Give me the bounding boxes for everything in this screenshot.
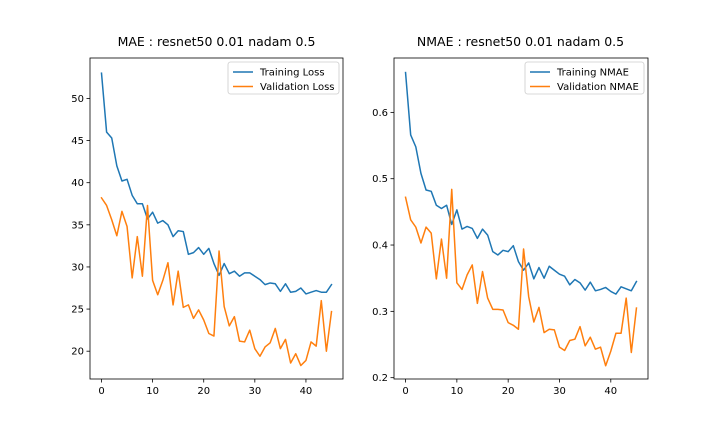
x-tick-label: 40 xyxy=(604,386,617,397)
chart-title: NMAE : resnet50 0.01 nadam 0.5 xyxy=(417,34,624,49)
axis-ticks: 0 10 20 30 40 20 25 30 35 40 45 50 xyxy=(71,94,312,397)
y-tick-label: 30 xyxy=(71,262,84,273)
y-tick-label: 20 xyxy=(71,347,84,358)
legend-box xyxy=(524,61,645,95)
y-tick-label: 0.3 xyxy=(372,307,388,318)
x-tick-label: 10 xyxy=(450,386,463,397)
series-line-training-loss xyxy=(100,72,333,295)
y-tick-label: 25 xyxy=(71,305,84,316)
x-tick-label: 40 xyxy=(300,386,313,397)
y-tick-label: 0.2 xyxy=(372,373,388,384)
x-tick-label: 10 xyxy=(146,386,159,397)
y-tick-label: 0.6 xyxy=(372,108,388,119)
legend: Training NMAE Validation NMAE xyxy=(524,61,645,95)
series-lines xyxy=(100,72,333,367)
plot-frame xyxy=(89,57,344,380)
chart-title: MAE : resnet50 0.01 nadam 0.5 xyxy=(118,34,316,49)
nmae-chart: NMAE : resnet50 0.01 nadam 0.5 0 10 20 30 40… xyxy=(372,34,649,397)
x-tick-label: 0 xyxy=(98,386,104,397)
y-tick-label: 45 xyxy=(71,136,84,147)
y-tick-label: 0.4 xyxy=(372,241,388,252)
series-line-validation-nmae xyxy=(404,188,638,367)
mae-chart: MAE : resnet50 0.01 nadam 0.5 0 10 20 30 40 2… xyxy=(71,34,344,397)
x-tick-label: 20 xyxy=(502,386,515,397)
y-tick-label: 50 xyxy=(71,94,84,105)
x-tick-label: 0 xyxy=(402,386,408,397)
legend-label: Validation Loss xyxy=(260,82,335,93)
series-line-validation-loss xyxy=(100,196,333,367)
legend-label: Training NMAE xyxy=(556,68,629,79)
series-lines xyxy=(404,71,638,367)
y-tick-label: 40 xyxy=(71,178,84,189)
series-line-training-nmae xyxy=(404,71,638,295)
x-tick-label: 30 xyxy=(553,386,566,397)
legend-box xyxy=(227,61,340,95)
x-tick-label: 30 xyxy=(248,386,261,397)
legend: Training Loss Validation Loss xyxy=(227,61,340,95)
y-tick-label: 35 xyxy=(71,220,84,231)
axis-ticks: 0 10 20 30 40 0.2 0.3 0.4 0.5 0.6 xyxy=(372,108,617,397)
legend-label: Validation NMAE xyxy=(557,82,639,93)
plot-frame xyxy=(393,57,649,380)
x-tick-label: 20 xyxy=(197,386,210,397)
legend-label: Training Loss xyxy=(259,68,325,79)
y-tick-label: 0.5 xyxy=(372,174,388,185)
